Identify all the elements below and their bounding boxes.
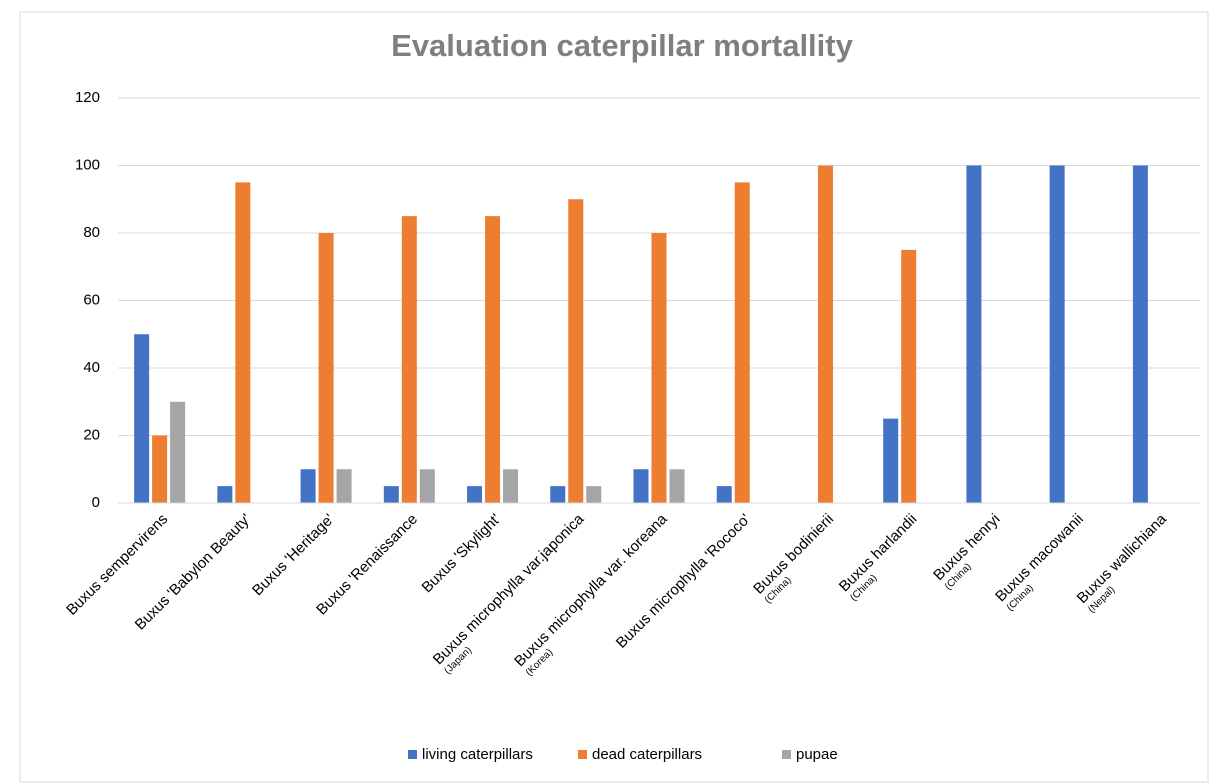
y-tick-label: 20	[83, 426, 100, 443]
bar	[651, 233, 667, 503]
bar	[467, 486, 483, 503]
bar	[336, 469, 352, 503]
y-tick-label: 40	[83, 359, 100, 376]
y-tick-label: 60	[83, 291, 100, 308]
bar	[401, 216, 417, 503]
y-tick-label: 120	[75, 89, 100, 106]
legend-swatch	[578, 750, 587, 759]
chart-title: Evaluation caterpillar mortallity	[391, 28, 853, 63]
legend-label: living caterpillars	[422, 746, 533, 763]
bar	[586, 486, 602, 503]
bar	[716, 486, 732, 503]
bar	[966, 165, 982, 503]
bar	[669, 469, 685, 503]
bar	[318, 233, 334, 503]
bar	[734, 182, 750, 503]
bar	[485, 216, 501, 503]
bar	[383, 486, 399, 503]
y-tick-label: 100	[75, 156, 100, 173]
bar	[134, 334, 150, 503]
bar	[1049, 165, 1065, 503]
bar	[817, 165, 833, 503]
bar	[170, 401, 186, 503]
legend-swatch	[782, 750, 791, 759]
bar	[235, 182, 251, 503]
legend-swatch	[408, 750, 417, 759]
bar	[633, 469, 649, 503]
bar	[419, 469, 435, 503]
bar	[901, 249, 917, 503]
bar	[300, 469, 316, 503]
bar	[550, 486, 566, 503]
bar	[568, 199, 584, 503]
legend-label: pupae	[796, 746, 838, 763]
bar	[217, 486, 233, 503]
bar	[503, 469, 519, 503]
chart-frame	[19, 11, 1209, 783]
bar	[883, 418, 899, 503]
legend-label: dead caterpillars	[592, 746, 702, 763]
y-tick-label: 80	[83, 224, 100, 241]
bar	[1132, 165, 1148, 503]
y-tick-label: 0	[92, 494, 100, 511]
bar	[152, 435, 168, 503]
